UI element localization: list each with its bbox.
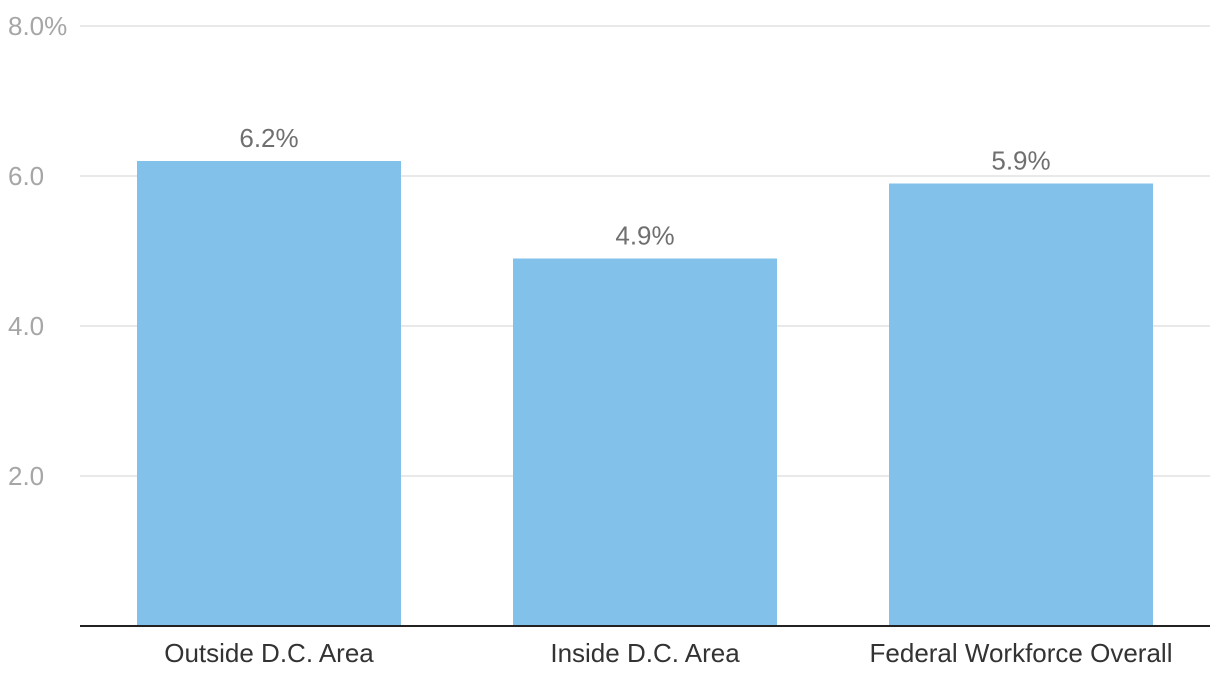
bar-value-labels: 6.2% 4.9% 5.9% <box>239 123 1050 251</box>
y-tick-label: 2.0 <box>8 461 44 491</box>
x-tick-label: Outside D.C. Area <box>164 638 374 668</box>
bar-value-label: 4.9% <box>615 221 674 251</box>
y-axis-tick-labels: 2.0 4.0 6.0 8.0% <box>8 11 67 491</box>
bar-value-label: 5.9% <box>991 146 1050 176</box>
x-axis-tick-labels: Outside D.C. Area Inside D.C. Area Federal… <box>164 638 1172 668</box>
y-tick-label: 8.0% <box>8 11 67 41</box>
bar <box>889 183 1153 626</box>
bar <box>513 258 777 626</box>
x-tick-label: Federal Workforce Overall <box>870 638 1173 668</box>
bar <box>137 161 401 626</box>
y-tick-label: 4.0 <box>8 311 44 341</box>
bars <box>137 161 1153 626</box>
y-tick-label: 6.0 <box>8 161 44 191</box>
bar-value-label: 6.2% <box>239 123 298 153</box>
x-tick-label: Inside D.C. Area <box>550 638 740 668</box>
